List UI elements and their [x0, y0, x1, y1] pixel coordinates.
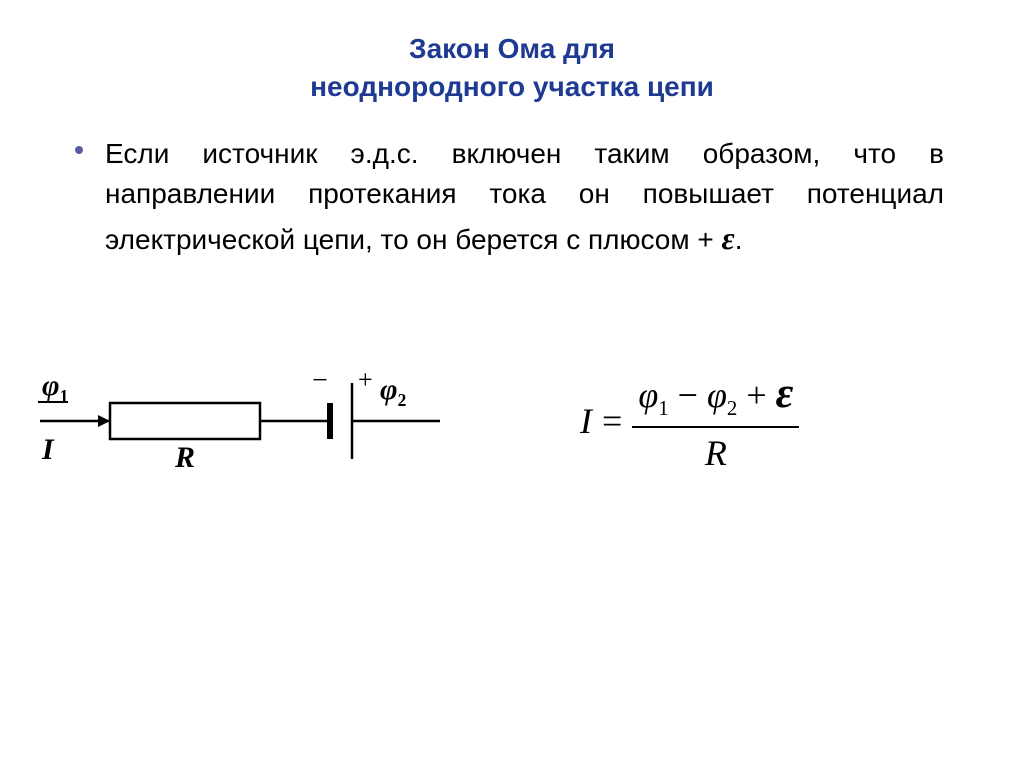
plus-label: + — [358, 365, 373, 395]
paragraph-suffix: . — [735, 224, 743, 255]
resistor-label: R — [175, 441, 195, 475]
formula-fraction: φ1 − φ2 + ε R — [632, 369, 799, 473]
title-line-1: Закон Ома для — [409, 33, 615, 64]
circuit-svg — [20, 341, 470, 501]
figure-row: φ1 I R − + φ2 I = φ1 − φ2 + ε R — [0, 341, 1024, 501]
emf-symbol-inline: ε — [722, 220, 735, 256]
slide-title: Закон Ома для неоднородного участка цепи — [0, 0, 1024, 106]
formula-denominator: R — [705, 428, 727, 474]
bullet-icon — [75, 146, 83, 154]
title-line-2: неоднородного участка цепи — [310, 71, 714, 102]
paragraph-text: Если источник э.д.с. включен таким образ… — [105, 138, 944, 255]
body-paragraph: Если источник э.д.с. включен таким образ… — [105, 134, 944, 262]
minus-label: − — [312, 365, 328, 397]
circuit-diagram: φ1 I R − + φ2 — [20, 341, 470, 501]
phi2-label: φ2 — [380, 373, 406, 411]
ohm-formula: I = φ1 − φ2 + ε R — [580, 369, 799, 473]
formula-lhs: I — [580, 400, 592, 442]
phi1-underline — [38, 401, 68, 403]
formula-numerator: φ1 − φ2 + ε — [632, 369, 799, 427]
current-label: I — [42, 433, 54, 467]
formula-eq: = — [602, 400, 622, 442]
